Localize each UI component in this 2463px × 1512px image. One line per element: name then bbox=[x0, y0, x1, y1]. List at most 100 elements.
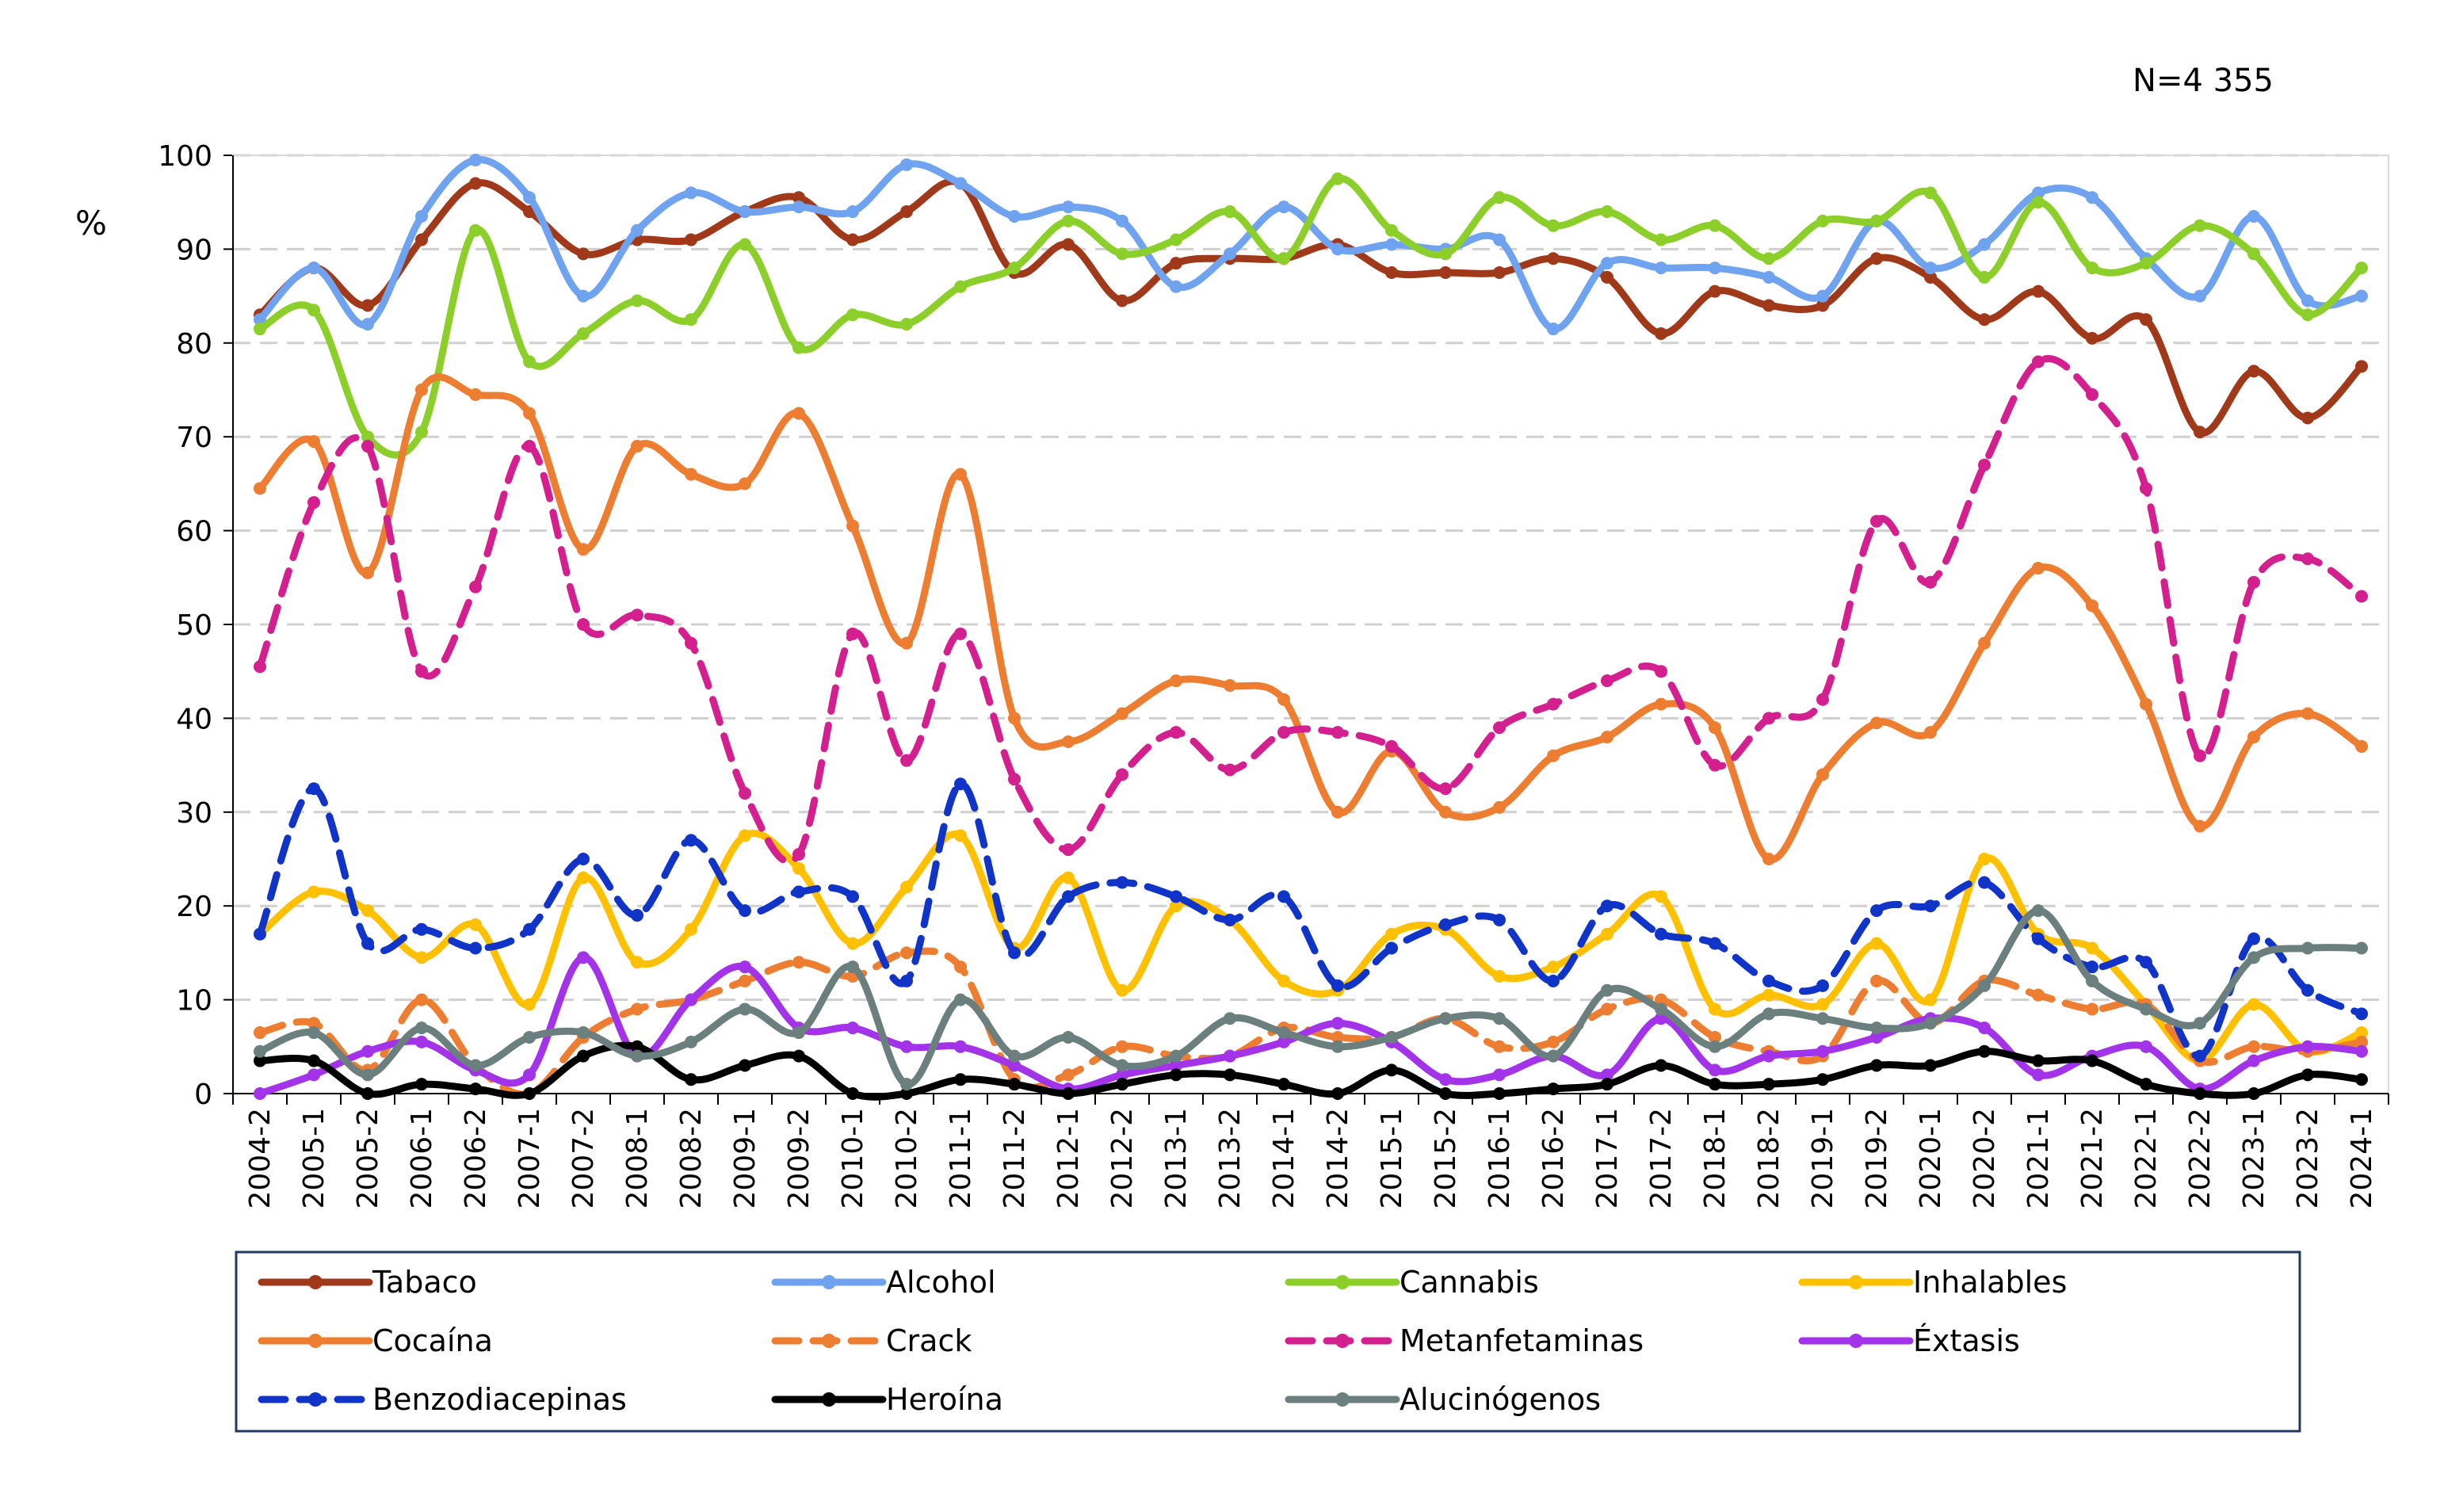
data-point bbox=[900, 974, 913, 987]
series-line-crack bbox=[256, 947, 2366, 1098]
data-point bbox=[685, 468, 697, 481]
data-point bbox=[2032, 561, 2045, 575]
data-point bbox=[739, 960, 751, 974]
series-benzodiacepinas bbox=[254, 777, 2368, 1063]
data-point bbox=[1008, 209, 1021, 223]
data-point bbox=[254, 482, 266, 495]
x-tick-label: 2012-2 bbox=[1106, 1108, 1139, 1209]
data-point bbox=[1493, 800, 1506, 814]
data-point bbox=[1978, 238, 1991, 251]
x-tick-label: 2005-2 bbox=[352, 1108, 384, 1209]
data-point bbox=[361, 1044, 374, 1058]
data-point bbox=[469, 388, 482, 401]
data-point bbox=[2086, 388, 2098, 401]
data-point bbox=[954, 627, 967, 640]
data-point bbox=[1709, 219, 1721, 232]
data-point bbox=[361, 904, 374, 918]
legend-label: Alucinógenos bbox=[1400, 1382, 1601, 1417]
data-point bbox=[631, 956, 643, 969]
legend-item-cocaina: Cocaína bbox=[258, 1323, 493, 1358]
data-point bbox=[577, 247, 590, 261]
data-point bbox=[1224, 1068, 1236, 1082]
data-point bbox=[2140, 482, 2152, 495]
data-point bbox=[1655, 665, 1667, 678]
data-point bbox=[1547, 749, 1560, 762]
data-point bbox=[900, 1078, 913, 1091]
data-point bbox=[2247, 1054, 2260, 1067]
data-point bbox=[1816, 998, 1829, 1011]
data-point bbox=[523, 355, 536, 368]
x-tick-label: 2017-2 bbox=[1645, 1108, 1678, 1209]
data-point bbox=[1008, 262, 1021, 275]
data-point bbox=[1439, 1073, 1452, 1086]
data-point bbox=[1385, 1063, 1398, 1077]
data-point bbox=[1924, 1017, 1937, 1030]
data-point bbox=[1870, 514, 1883, 528]
data-point bbox=[1978, 1044, 1991, 1058]
legend-item-alcohol: Alcohol bbox=[771, 1265, 996, 1300]
data-point bbox=[685, 834, 697, 847]
data-point bbox=[739, 829, 751, 842]
legend-label: Cannabis bbox=[1400, 1265, 1539, 1300]
data-point bbox=[1116, 1040, 1128, 1053]
data-point bbox=[739, 1002, 751, 1016]
data-point bbox=[1870, 1059, 1883, 1072]
data-point bbox=[1493, 721, 1506, 735]
data-point bbox=[307, 496, 320, 510]
data-point bbox=[523, 1087, 536, 1100]
x-tick-label: 2018-2 bbox=[1753, 1108, 1785, 1209]
data-point bbox=[900, 636, 913, 650]
data-point bbox=[631, 1002, 643, 1016]
data-point bbox=[954, 993, 967, 1006]
legend-label: Crack bbox=[886, 1323, 972, 1358]
data-point bbox=[1762, 1007, 1775, 1021]
data-point bbox=[1385, 739, 1398, 753]
data-point bbox=[2247, 575, 2260, 589]
data-point bbox=[954, 960, 967, 974]
series-line-metanfetaminas bbox=[256, 355, 2366, 865]
data-point bbox=[415, 1035, 428, 1048]
data-point bbox=[307, 304, 320, 317]
data-point bbox=[1385, 1030, 1398, 1044]
data-point bbox=[523, 1030, 536, 1044]
data-point bbox=[1762, 712, 1775, 725]
data-point bbox=[577, 1049, 590, 1063]
data-point bbox=[1224, 1049, 1236, 1063]
data-point bbox=[361, 318, 374, 331]
data-point bbox=[1277, 1078, 1290, 1091]
data-point bbox=[1547, 219, 1560, 232]
legend-label: Tabaco bbox=[372, 1265, 477, 1300]
x-tick-label: 2021-1 bbox=[2022, 1108, 2055, 1209]
data-point bbox=[2140, 1040, 2152, 1053]
data-point bbox=[415, 993, 428, 1006]
data-point bbox=[1170, 1049, 1182, 1063]
data-point bbox=[1277, 726, 1290, 739]
data-point bbox=[1170, 1059, 1182, 1072]
x-tick-label: 2019-2 bbox=[1861, 1108, 1893, 1209]
data-point bbox=[1331, 805, 1344, 819]
data-point bbox=[846, 233, 859, 246]
data-point bbox=[361, 566, 374, 579]
data-point bbox=[469, 1082, 482, 1096]
y-tick-label: 90 bbox=[176, 234, 212, 266]
x-tick-label: 2007-2 bbox=[567, 1108, 600, 1209]
x-tick-labels: 2004-2 2005-1 2005-2 2006-1 2006-2 2007-1 2007… bbox=[232, 1094, 2389, 1209]
data-point bbox=[631, 909, 643, 922]
data-point bbox=[2194, 819, 2206, 833]
data-point bbox=[1601, 731, 1613, 744]
series-lines bbox=[254, 153, 2368, 1101]
data-point bbox=[1224, 247, 1236, 261]
data-point bbox=[1762, 252, 1775, 265]
data-point bbox=[2140, 1078, 2152, 1091]
data-point bbox=[307, 782, 320, 796]
data-point bbox=[2247, 247, 2260, 261]
data-point bbox=[2247, 932, 2260, 945]
series-line-extasis bbox=[256, 953, 2366, 1098]
data-point bbox=[1062, 214, 1075, 227]
data-point bbox=[2355, 1044, 2368, 1058]
data-point bbox=[1493, 191, 1506, 204]
data-point bbox=[1547, 1035, 1560, 1048]
data-point bbox=[739, 904, 751, 918]
data-point bbox=[2086, 974, 2098, 987]
data-point bbox=[523, 191, 536, 204]
